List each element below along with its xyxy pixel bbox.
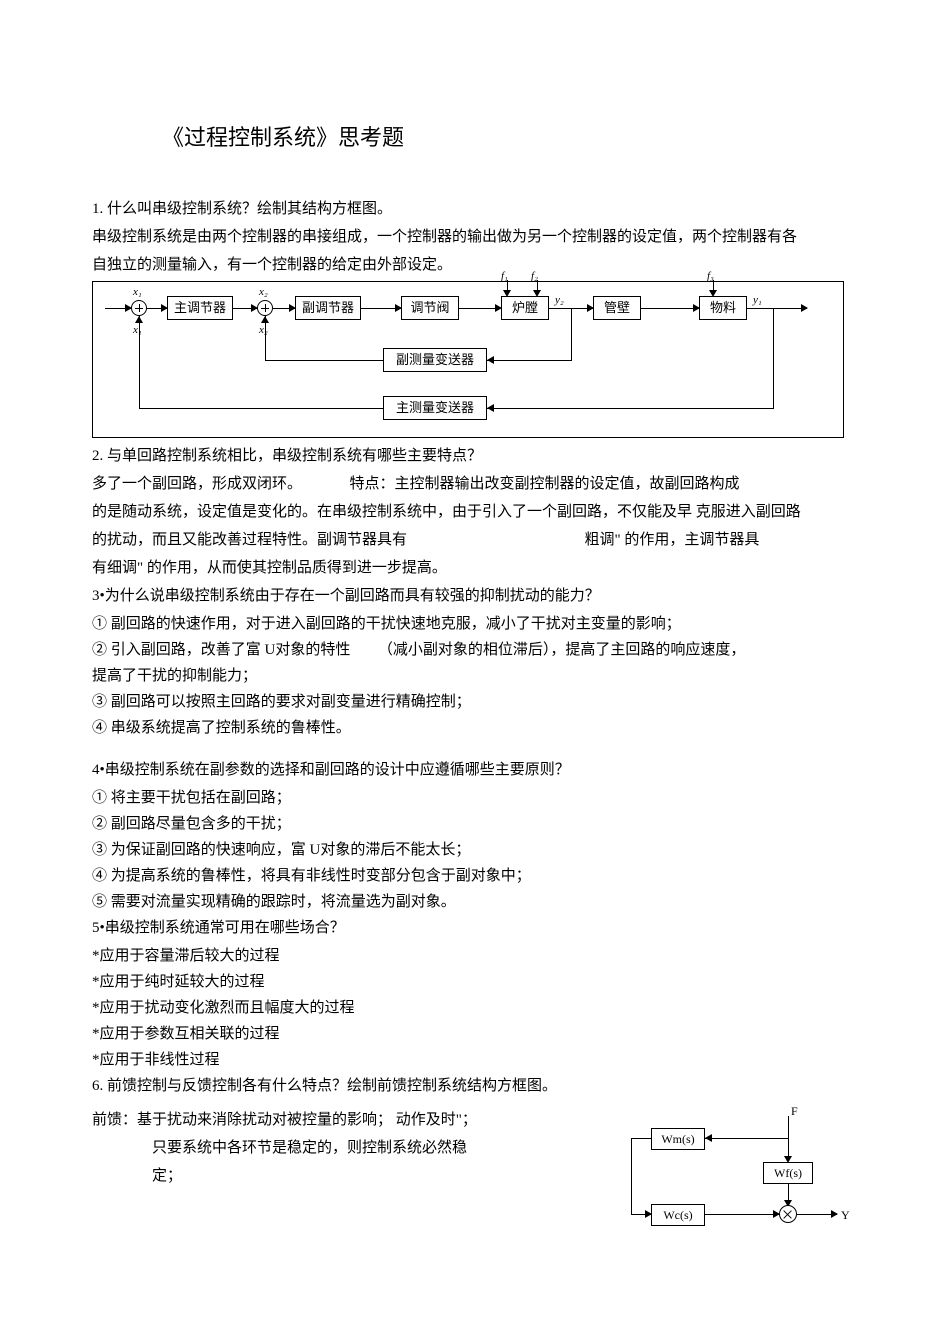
q5-l5: *应用于非线性过程: [92, 1048, 853, 1072]
q2-text-1: 多了一个副回路，形成双闭环。 特点：主控制器输出改变副控制器的设定值，故副回路构…: [92, 472, 853, 496]
line: [631, 1138, 651, 1139]
q6-p1: 前馈：基于扰动来消除扰动对被控量的影响； 动作及时"；: [92, 1108, 532, 1132]
q1-text-1: 串级控制系统是由两个控制器的串接组成，一个控制器的输出做为另一个控制器的设定值，…: [92, 225, 853, 249]
sum-junction: [779, 1205, 797, 1223]
q5-l4: *应用于参数互相关联的过程: [92, 1022, 853, 1046]
line: [265, 360, 383, 361]
arrow: [261, 316, 269, 323]
q6-p2: 只要系统中各环节是稳定的，则控制系统必然稳: [92, 1136, 532, 1160]
q2-text-1a: 多了一个副回路，形成双闭环。: [92, 476, 302, 492]
q1-text-2: 自独立的测量输入，有一个控制器的给定由外部设定。: [92, 253, 853, 277]
q2-text-3b: 粗调" 的作用，主调节器具: [585, 532, 760, 548]
arrow: [487, 356, 494, 364]
q4-l2: ② 副回路尽量包含多的干扰；: [92, 812, 853, 836]
box-main-transmitter: 主测量变送器: [383, 396, 487, 420]
label-y1: y₁: [753, 292, 762, 310]
cascade-block-diagram: x₁ x₁ 主调节器 x₂ x₂ 副调节器 调节阀 炉膛 f₁ f₂: [92, 281, 844, 438]
feedforward-block-diagram: F Wm(s) Wf(s) Wc(s): [593, 1108, 853, 1238]
q5-l3: *应用于扰动变化激烈而且幅度大的过程: [92, 996, 853, 1020]
document-title: 《过程控制系统》思考题: [162, 120, 853, 155]
line: [487, 408, 774, 409]
box-wm: Wm(s): [651, 1128, 705, 1150]
box-main-controller: 主调节器: [167, 296, 233, 320]
arrow: [487, 404, 494, 412]
q1-heading: 1. 什么叫串级控制系统？绘制其结构方框图。: [92, 197, 853, 221]
label-F: F: [791, 1102, 798, 1121]
q4-l3: ③ 为保证副回路的快速响应，富 U对象的滞后不能太长；: [92, 838, 853, 862]
q5-l2: *应用于纯时延较大的过程: [92, 970, 853, 994]
line: [788, 1116, 789, 1138]
q2-heading: 2. 与单回路控制系统相比，串级控制系统有哪些主要特点？: [92, 444, 853, 468]
box-material: 物料: [699, 296, 747, 320]
q3-heading: 3•为什么说串级控制系统由于存在一个副回路而具有较强的抑制扰动的能力？: [92, 584, 853, 608]
q4-heading: 4•串级控制系统在副参数的选择和副回路的设计中应遵循哪些主要原则？: [92, 758, 853, 782]
box-valve: 调节阀: [401, 296, 459, 320]
arrow: [125, 304, 132, 312]
q3-l2a: ② 引入副回路，改善了富 U对象的特性: [92, 642, 350, 658]
box-furnace: 炉膛: [501, 296, 549, 320]
box-sub-transmitter: 副测量变送器: [383, 348, 487, 372]
line: [487, 360, 572, 361]
label-x1-bot: x₁: [133, 322, 142, 340]
line: [705, 1138, 788, 1139]
spacer: [92, 742, 853, 758]
arrow: [533, 290, 541, 297]
q4-l4: ④ 为提高系统的鲁棒性，将具有非线性时变部分包含于副对象中；: [92, 864, 853, 888]
q5-l1: *应用于容量滞后较大的过程: [92, 944, 853, 968]
line: [705, 1214, 779, 1215]
line: [641, 308, 699, 309]
q3-l4: ③ 副回路可以按照主回路的要求对副变量进行精确控制；: [92, 690, 853, 714]
q3-l2: ② 引入副回路，改善了富 U对象的特性 （减小副对象的相位滞后），提高了主回路的…: [92, 638, 853, 662]
arrow: [705, 1134, 712, 1142]
arrow: [503, 290, 511, 297]
label-x2-top: x₂: [259, 284, 268, 302]
box-wc: Wc(s): [651, 1204, 705, 1226]
q2-text-2: 的是随动系统，设定值是变化的。在串级控制系统中，由于引入了一个副回路，不仅能及早…: [92, 500, 853, 524]
label-x1-top: x₁: [133, 284, 142, 302]
line: [631, 1138, 632, 1214]
page: 《过程控制系统》思考题 1. 什么叫串级控制系统？绘制其结构方框图。 串级控制系…: [0, 0, 945, 1338]
q4-l1: ① 将主要干扰包括在副回路；: [92, 786, 853, 810]
arrow: [801, 304, 808, 312]
q2-text-4: 有细调" 的作用，从而使其控制品质得到进一步提高。: [92, 556, 853, 580]
q3-l2b: （减小副对象的相位滞后），提高了主回路的响应速度，: [378, 642, 746, 658]
q2-text-1b: 特点：主控制器输出改变副控制器的设定值，故副回路构成: [350, 476, 740, 492]
sum-junction-1: [131, 300, 147, 316]
line: [773, 308, 774, 408]
q3-l3: 提高了干扰的抑制能力；: [92, 664, 853, 688]
q6-text-block: 前馈：基于扰动来消除扰动对被控量的影响； 动作及时"； 只要系统中各环节是稳定的…: [92, 1108, 532, 1188]
q6-p3: 定；: [92, 1164, 532, 1188]
q6-heading: 6. 前馈控制与反馈控制各有什么特点？绘制前馈控制系统结构方框图。: [92, 1074, 853, 1098]
box-secondary-controller: 副调节器: [295, 296, 361, 320]
label-Y: Y: [841, 1206, 850, 1225]
sum-junction-2: [257, 300, 273, 316]
label-y2: y₂: [555, 292, 564, 310]
q3-l1: ① 副回路的快速作用，对于进入副回路的干扰快速地克服，减小了干扰对主变量的影响；: [92, 612, 853, 636]
line: [139, 408, 383, 409]
line: [139, 316, 140, 408]
q5-heading: 5•串级控制系统通常可用在哪些场合？: [92, 916, 853, 940]
box-wf: Wf(s): [763, 1162, 813, 1184]
box-wall: 管壁: [593, 296, 641, 320]
line: [571, 308, 572, 360]
q4-l5: ⑤ 需要对流量实现精确的跟踪时，将流量选为副对象。: [92, 890, 853, 914]
q6-section: 前馈：基于扰动来消除扰动对被控量的影响； 动作及时"； 只要系统中各环节是稳定的…: [92, 1108, 853, 1188]
arrow: [831, 1210, 838, 1218]
arrow: [135, 316, 143, 323]
label-x2-bot: x₂: [259, 322, 268, 340]
q2-text-3: 的扰动，而且又能改善过程特性。副调节器具有 粗调" 的作用，主调节器具: [92, 528, 853, 552]
q2-text-3a: 的扰动，而且又能改善过程特性。副调节器具有: [92, 532, 407, 548]
q3-l5: ④ 串级系统提高了控制系统的鲁棒性。: [92, 716, 853, 740]
